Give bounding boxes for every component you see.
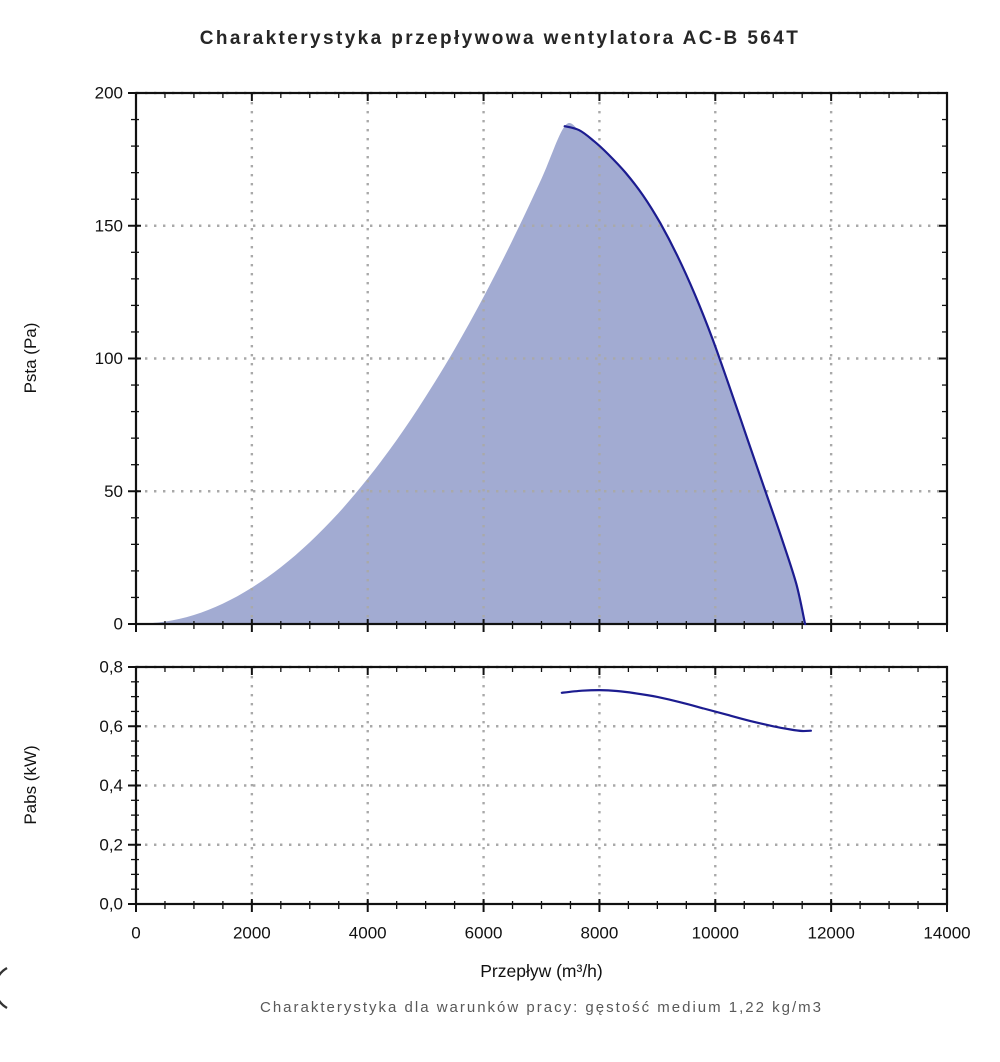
y-tick-label: 200 [95,84,123,103]
clipped-edge-glyph [0,966,8,1010]
power-plot-gridlines [136,665,947,904]
pressure-plot-gridlines [136,91,947,624]
power-plot-axes [128,665,949,912]
y-tick-label: 0,6 [99,717,123,736]
pressure-plot-ytick-labels: 0 50 100 150 200 [95,84,123,634]
y-tick-label: 0,8 [99,658,123,677]
pressure-plot-area-fill [136,123,806,625]
y-tick-label: 0,0 [99,895,123,914]
y-tick-label: 0,4 [99,776,123,795]
x-tick-label: 12000 [808,924,855,943]
x-tick-label: 6000 [465,924,503,943]
y-tick-label: 50 [104,482,123,501]
operating-conditions-caption: Charakterystyka dla warunków pracy: gęst… [259,999,824,1016]
x-tick-label: 4000 [349,924,387,943]
x-tick-label: 0 [131,924,140,943]
y-tick-label: 0 [114,615,123,634]
fan-pressure-curve [563,125,807,626]
absorbed-power-curve [560,688,812,733]
x-tick-label: 14000 [923,924,970,943]
y-tick-label: 100 [95,349,123,368]
y-tick-label: 0,2 [99,835,123,854]
chart-title: Charakterystyka przepływowa wentylatora … [199,28,801,49]
y-tick-label: 150 [95,216,123,235]
pressure-plot-axes [128,91,949,632]
xtick-labels: 0 2000 4000 6000 8000 10000 12000 14000 [131,924,970,943]
x-tick-label: 8000 [581,924,619,943]
x-tick-label: 10000 [692,924,739,943]
power-plot-ytick-labels: 0,0 0,2 0,4 0,6 0,8 [99,658,123,914]
x-tick-label: 2000 [233,924,271,943]
x-axis-label: Przepływ (m³/h) [480,961,603,981]
